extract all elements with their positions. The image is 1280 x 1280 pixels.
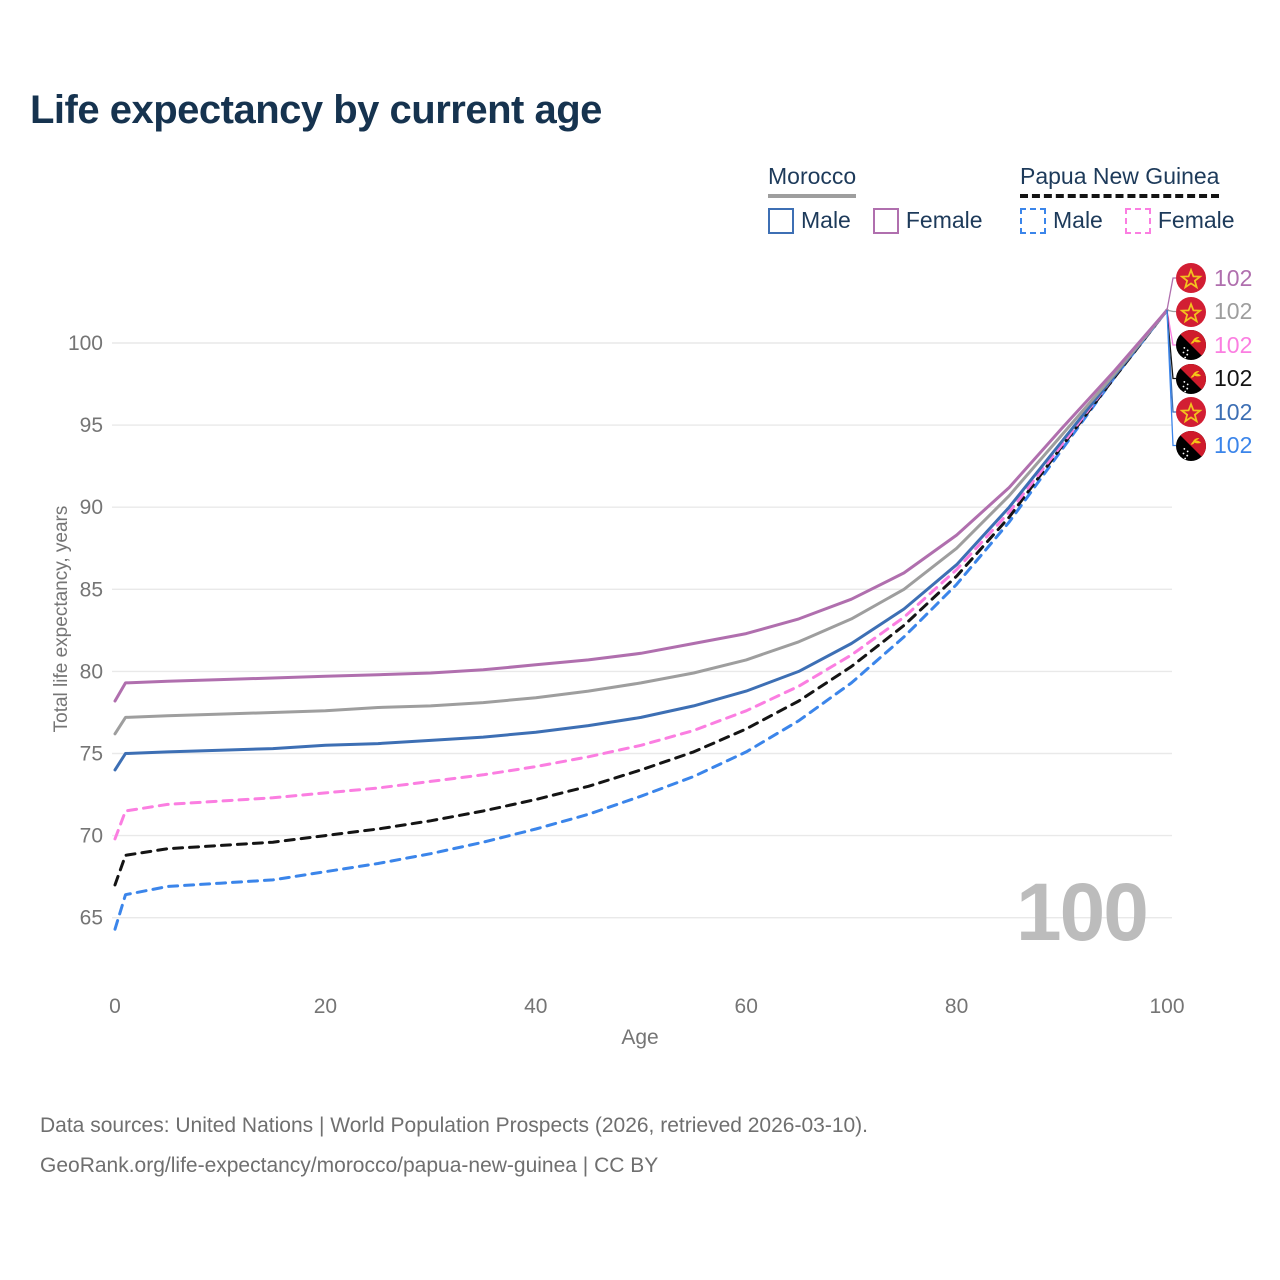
- legend-item-label: Female: [905, 207, 983, 233]
- x-tick-100: 100: [1149, 995, 1184, 1018]
- footer-data-sources: Data sources: United Nations | World Pop…: [40, 1114, 869, 1137]
- legend-swatch-icon: [1124, 207, 1151, 234]
- x-axis-title: Age: [621, 1026, 659, 1049]
- legend-swatch-icon: [1020, 207, 1046, 234]
- legend-item-label: Male: [801, 207, 851, 233]
- legend-country-label: Papua New Guinea: [1020, 163, 1220, 198]
- end-label-value: 102: [1214, 264, 1253, 291]
- series-line-papua-new-guinea: [113, 308, 1169, 887]
- series-line-papua-new-guinea-male: [113, 308, 1169, 931]
- end-label-morocco-male: 102: [1176, 395, 1252, 429]
- series-line-morocco-female: [113, 308, 1169, 703]
- footer: Data sources: United Nations | World Pop…: [40, 1106, 868, 1186]
- x-tick-20: 20: [314, 995, 337, 1018]
- papua-new-guinea-flag-icon: [1176, 330, 1206, 360]
- y-tick-95: 95: [80, 414, 103, 437]
- morocco-flag-icon: [1176, 296, 1206, 327]
- end-label-connector-morocco: [1166, 309, 1176, 313]
- y-tick-70: 70: [80, 825, 103, 848]
- chart-title: Life expectancy by current age: [30, 88, 602, 132]
- end-label-papua-new-guinea-male: 102: [1176, 429, 1252, 463]
- legend-item-papua-new-guinea-male[interactable]: Male: [1020, 207, 1103, 234]
- series-line-morocco-male: [113, 308, 1169, 772]
- legend-group-papua-new-guinea: Papua New Guinea Male Female: [1020, 163, 1257, 234]
- legend-swatch-icon: [872, 207, 899, 234]
- legend-item-papua-new-guinea-female[interactable]: Female: [1124, 207, 1235, 234]
- y-tick-75: 75: [80, 743, 103, 766]
- series-line-papua-new-guinea-female: [113, 308, 1169, 841]
- end-label-papua-new-guinea: 102: [1176, 362, 1252, 396]
- legend-item-morocco-female[interactable]: Female: [872, 207, 983, 234]
- y-tick-85: 85: [80, 578, 103, 601]
- y-tick-65: 65: [80, 907, 103, 930]
- y-tick-100: 100: [68, 332, 103, 355]
- x-tick-60: 60: [735, 995, 758, 1018]
- end-label-value: 102: [1214, 398, 1253, 425]
- y-tick-80: 80: [80, 660, 103, 683]
- end-label-morocco: 102: [1176, 295, 1252, 329]
- series-line-morocco: [113, 308, 1169, 736]
- end-label-papua-new-guinea-female: 102: [1176, 328, 1252, 362]
- footer-attribution: GeoRank.org/life-expectancy/morocco/papu…: [40, 1154, 659, 1177]
- end-label-value: 102: [1214, 298, 1253, 324]
- legend-country-label: Morocco: [768, 163, 857, 198]
- papua-new-guinea-flag-icon: [1176, 430, 1206, 461]
- end-label-connector-morocco-female: [1166, 277, 1176, 311]
- morocco-flag-icon: [1176, 397, 1206, 427]
- end-label-morocco-female: 102: [1176, 261, 1252, 295]
- x-tick-80: 80: [945, 995, 968, 1018]
- legend-item-label: Female: [1157, 207, 1235, 233]
- end-label-connector-papua-new-guinea-female: [1166, 310, 1176, 346]
- papua-new-guinea-flag-icon: [1176, 363, 1206, 394]
- end-label-value: 102: [1214, 331, 1253, 358]
- x-tick-40: 40: [524, 995, 547, 1018]
- legend-swatch-icon: [768, 207, 794, 234]
- legend-item-label: Male: [1053, 207, 1103, 233]
- watermark-logo: 100: [1016, 867, 1149, 958]
- end-label-value: 102: [1214, 432, 1253, 458]
- end-label-connector-papua-new-guinea-male: [1166, 310, 1176, 447]
- end-label-value: 102: [1214, 365, 1253, 391]
- y-tick-90: 90: [80, 496, 103, 519]
- legend-item-morocco-male[interactable]: Male: [768, 207, 851, 234]
- end-label-connector-papua-new-guinea: [1166, 310, 1176, 380]
- morocco-flag-icon: [1176, 263, 1206, 293]
- x-tick-0: 0: [109, 995, 121, 1018]
- legend-group-morocco: Morocco Male Female: [768, 163, 1005, 234]
